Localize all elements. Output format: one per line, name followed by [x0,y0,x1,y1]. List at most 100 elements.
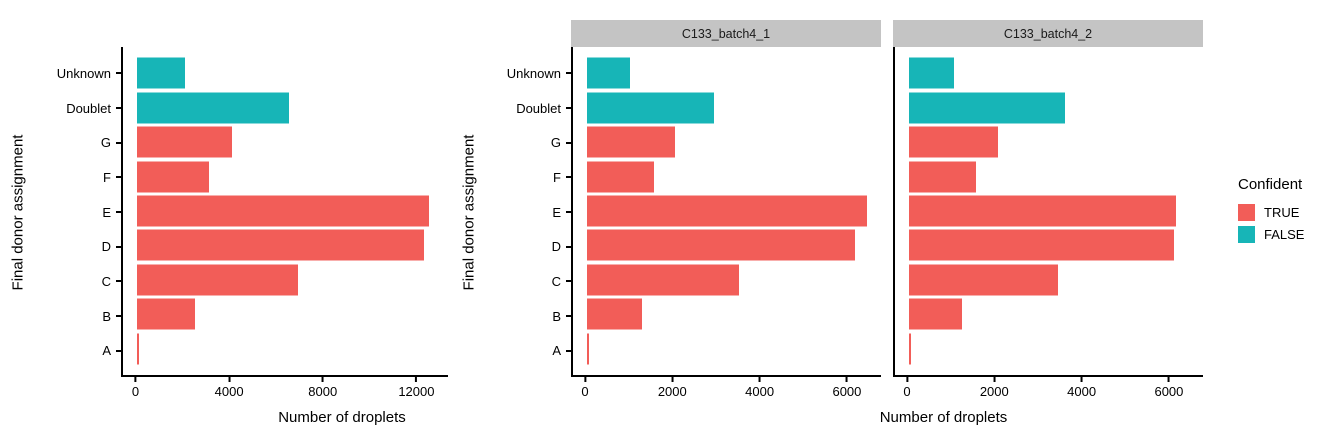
y-tick-mark [566,72,571,75]
legend: Confident TRUE FALSE [1238,176,1304,248]
x-tick-label: 4000 [214,384,244,399]
combined-panels-row [121,47,448,377]
y-axis-title-column: Final donor assignment [6,20,30,426]
bar-row-e [573,194,881,228]
category-label: E [102,204,111,220]
bar-row-doublet [573,90,881,124]
y-axis-title: Final donor assignment [458,47,480,377]
y-tick-mark [566,211,571,214]
bar-row-f [123,159,448,193]
legend-item-true: TRUE [1238,204,1304,221]
bar-e [586,195,867,227]
y-axis-title: Final donor assignment [6,47,30,377]
y-tick-mark [116,72,121,75]
bar-row-g [123,125,448,159]
category-label: B [552,308,561,324]
bar-c [137,264,298,296]
y-axis-title-column: Final donor assignment [458,20,480,426]
bar-f [137,161,210,193]
bar-row-c [895,263,1203,297]
bar-c [908,264,1058,296]
x-tick-label: 6000 [1154,384,1184,399]
bar-row-f [573,159,881,193]
combined-x-axis-title: Number of droplets [121,404,448,426]
combined-xaxis-row: 0 4000 8000 12000 [121,377,448,404]
bar-row-unknown [123,56,448,90]
x-tick-mark [415,377,418,382]
y-axis-labels: Unknown Doublet G F E D C B A [30,47,121,377]
x-tick-2000: 2000 [980,377,1009,399]
x-tick-0: 0 [581,377,589,399]
bar-row-g [895,125,1203,159]
category-row-doublet: Doublet [30,91,121,126]
y-axis-title-text: Final donor assignment [460,134,478,290]
y-tick-mark [116,107,121,109]
x-tick-mark [671,377,674,382]
x-tick-mark [228,377,231,382]
bar-g [586,126,675,158]
bar-a [586,333,589,365]
y-labels-spacer [480,20,571,47]
x-tick-label: 2000 [657,384,687,399]
category-label: B [102,308,111,324]
bar-d [908,229,1174,261]
category-row-d: D [30,229,121,264]
category-row-unknown: Unknown [480,56,571,91]
bar-row-d [895,228,1203,262]
x-tick-mark [583,377,586,382]
category-row-e: E [480,195,571,230]
bar-unknown [586,57,630,89]
category-row-a: A [30,333,121,368]
category-row-doublet: Doublet [480,91,571,126]
y-tick-mark [116,176,121,179]
facet-x-axis-title: Number of droplets [571,404,1203,426]
category-row-c: C [480,264,571,299]
x-tick-6000: 6000 [832,377,861,399]
category-label: E [552,204,561,220]
bar-f [586,161,654,193]
y-tick-mark [116,315,121,318]
category-label: D [101,239,111,255]
bar-row-unknown [895,56,1203,90]
y-tick-mark [566,315,571,318]
bar-g [137,126,233,158]
bar-e [908,195,1176,227]
category-row-a: A [480,333,571,368]
category-label: F [553,169,561,185]
x-tick-8000: 8000 [308,377,337,399]
category-row-unknown: Unknown [30,56,121,91]
x-tick-12000: 12000 [398,377,434,399]
y-tick-mark [566,245,571,248]
category-row-f: F [30,160,121,195]
category-label: C [551,273,561,289]
category-label: D [551,239,561,255]
y-axis-labels-column: Unknown Doublet G F E D C B A [480,20,571,426]
legend-swatch-false [1238,226,1255,243]
category-label: A [102,343,111,359]
x-axis-title-text: Number of droplets [278,409,406,426]
facet-strip-label: C133_batch4_2 [1003,26,1093,41]
bar-row-b [895,297,1203,331]
x-axis-title-text: Number of droplets [879,409,1008,426]
bar-row-a [573,332,881,366]
x-tick-mark [993,377,996,382]
facet-strips-row: C133_batch4_1 C133_batch4_2 [571,20,1203,47]
combined-x-axis: 0 4000 8000 12000 [121,377,448,404]
bar-row-b [573,297,881,331]
category-row-b: B [30,299,121,334]
legend-title: Confident [1238,176,1303,193]
x-tick-label: 4000 [745,384,775,399]
y-axis-labels: Unknown Doublet G F E D C B A [480,47,571,377]
category-label: C [101,273,111,289]
combined-chart: Final donor assignment Unknown Doublet G F E… [6,20,448,426]
legend-label-false: FALSE [1264,227,1305,242]
y-tick-mark [116,141,121,144]
bar-row-a [123,332,448,366]
facet-panel-batch4-1 [571,47,881,377]
x-tick-0: 0 [132,377,139,399]
facet-plot-column: C133_batch4_1 C133_batch4_2 0 2000 4000 600… [571,20,1203,426]
bar-row-c [123,263,448,297]
x-tick-mark [845,377,848,382]
x-tick-2000: 2000 [658,377,687,399]
